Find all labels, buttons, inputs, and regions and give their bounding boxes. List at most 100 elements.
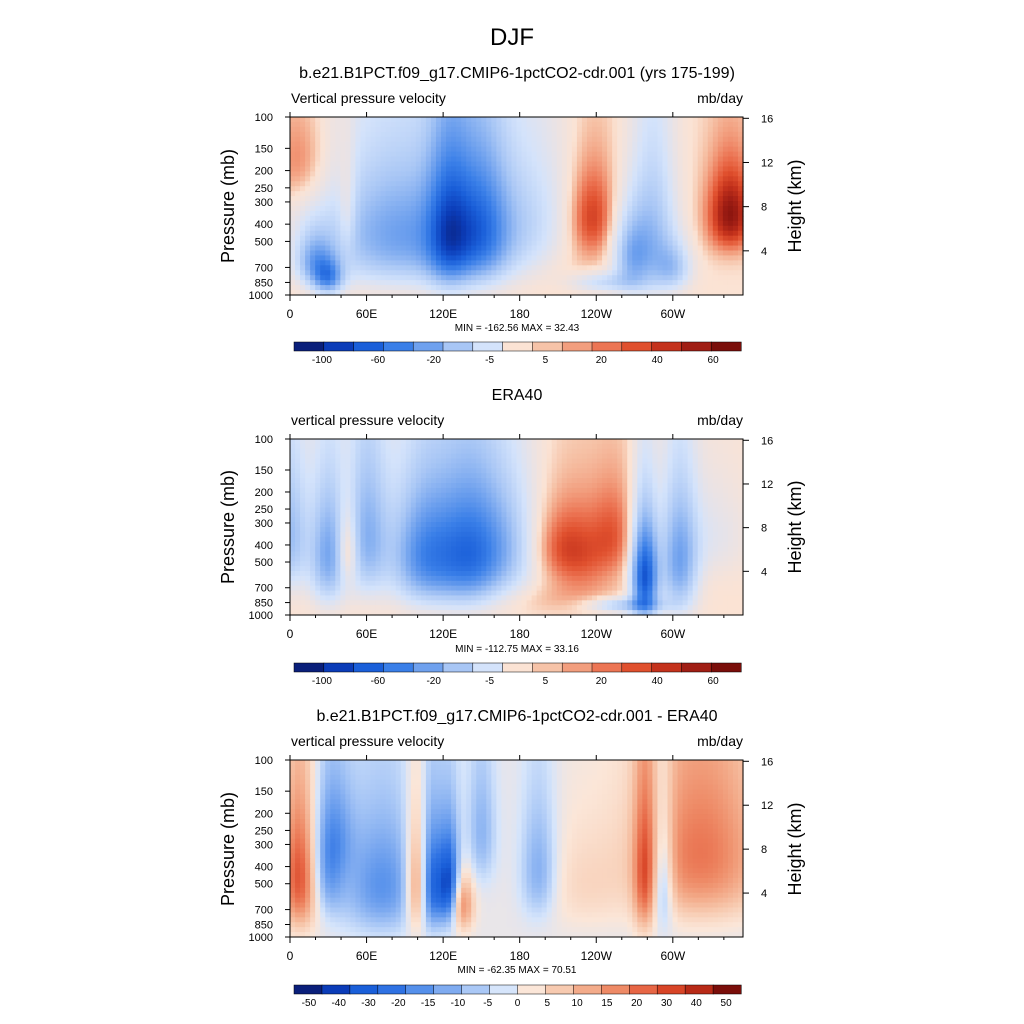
field-cell bbox=[430, 492, 437, 499]
field-cell bbox=[506, 255, 513, 261]
field-cell bbox=[732, 215, 739, 222]
field-cell bbox=[566, 275, 573, 281]
field-cell bbox=[345, 245, 351, 252]
field-cell bbox=[657, 468, 664, 474]
field-cell bbox=[350, 230, 357, 237]
field-cell bbox=[727, 517, 734, 523]
field-cell bbox=[592, 151, 598, 158]
field-cell bbox=[380, 117, 387, 123]
field-cell bbox=[662, 463, 669, 469]
field-cell bbox=[355, 453, 362, 460]
field-cell bbox=[305, 196, 311, 202]
field-cell bbox=[536, 131, 543, 138]
field-cell bbox=[531, 201, 538, 207]
field-cell bbox=[335, 280, 341, 286]
field-cell bbox=[320, 136, 326, 143]
field-cell bbox=[395, 487, 402, 494]
field-cell bbox=[697, 171, 704, 177]
field-cell bbox=[727, 171, 734, 177]
field-cell bbox=[320, 131, 326, 138]
field-cell bbox=[607, 201, 613, 207]
field-cell bbox=[617, 171, 623, 177]
field-cell bbox=[290, 230, 296, 237]
field-cell bbox=[516, 260, 523, 266]
field-cell bbox=[446, 478, 452, 484]
field-cell bbox=[441, 121, 447, 128]
field-cell bbox=[632, 161, 638, 168]
field-cell bbox=[360, 191, 367, 197]
field-cell bbox=[486, 240, 492, 247]
field-cell bbox=[315, 492, 321, 499]
field-cell bbox=[667, 448, 674, 455]
field-cell bbox=[511, 443, 518, 450]
field-cell bbox=[350, 468, 357, 474]
field-cell bbox=[380, 255, 387, 261]
field-cell bbox=[310, 126, 316, 133]
field-cell bbox=[471, 201, 477, 207]
field-cell bbox=[657, 260, 664, 266]
field-cell bbox=[607, 235, 613, 242]
field-cell bbox=[546, 146, 553, 153]
field-cell bbox=[662, 230, 669, 237]
field-cell bbox=[451, 230, 457, 237]
field-cell bbox=[536, 285, 543, 291]
field-cell bbox=[687, 240, 694, 247]
field-cell bbox=[717, 126, 724, 133]
field-cell bbox=[305, 117, 311, 123]
field-cell bbox=[390, 131, 397, 138]
field-cell bbox=[370, 507, 377, 513]
field-cell bbox=[692, 458, 699, 465]
field-cell bbox=[637, 463, 643, 469]
field-cell bbox=[365, 439, 372, 445]
field-cell bbox=[602, 448, 608, 455]
field-cell bbox=[476, 225, 482, 232]
field-cell bbox=[446, 181, 452, 187]
field-cell bbox=[516, 512, 523, 518]
field-cell bbox=[380, 146, 387, 153]
field-cell bbox=[727, 206, 734, 212]
field-cell bbox=[441, 260, 447, 266]
field-cell bbox=[702, 468, 709, 474]
field-cell bbox=[677, 265, 684, 271]
field-cell bbox=[607, 210, 613, 217]
field-cell bbox=[541, 250, 548, 257]
field-cell bbox=[340, 131, 346, 138]
field-cell bbox=[360, 270, 367, 276]
field-cell bbox=[597, 478, 603, 484]
field-cell bbox=[335, 141, 341, 148]
field-cell bbox=[496, 206, 502, 212]
field-cell bbox=[536, 201, 543, 207]
field-cell bbox=[380, 191, 387, 197]
field-cell bbox=[390, 126, 397, 133]
field-cell bbox=[491, 453, 497, 460]
field-cell bbox=[441, 487, 447, 494]
field-cell bbox=[380, 141, 387, 148]
field-cell bbox=[471, 151, 477, 158]
field-cell bbox=[375, 176, 382, 182]
field-cell bbox=[365, 255, 372, 261]
field-cell bbox=[320, 270, 326, 276]
field-cell bbox=[350, 250, 357, 257]
field-cell bbox=[617, 463, 623, 469]
field-cell bbox=[290, 280, 296, 286]
field-cell bbox=[571, 275, 578, 281]
field-cell bbox=[310, 181, 316, 187]
field-cell bbox=[461, 206, 467, 212]
field-cell bbox=[732, 270, 739, 276]
field-cell bbox=[521, 121, 528, 128]
field-cell bbox=[702, 245, 709, 252]
field-cell bbox=[677, 448, 684, 455]
field-cell bbox=[717, 141, 724, 148]
field-cell bbox=[461, 146, 467, 153]
field-cell bbox=[607, 117, 613, 123]
field-cell bbox=[330, 522, 336, 528]
field-cell bbox=[697, 443, 704, 450]
field-cell bbox=[496, 517, 502, 523]
field-cell bbox=[425, 458, 432, 465]
field-cell bbox=[435, 250, 442, 257]
field-cell bbox=[692, 468, 699, 474]
field-cell bbox=[481, 478, 487, 484]
field-cell bbox=[461, 141, 467, 148]
field-cell bbox=[330, 507, 336, 513]
field-cell bbox=[576, 439, 583, 445]
